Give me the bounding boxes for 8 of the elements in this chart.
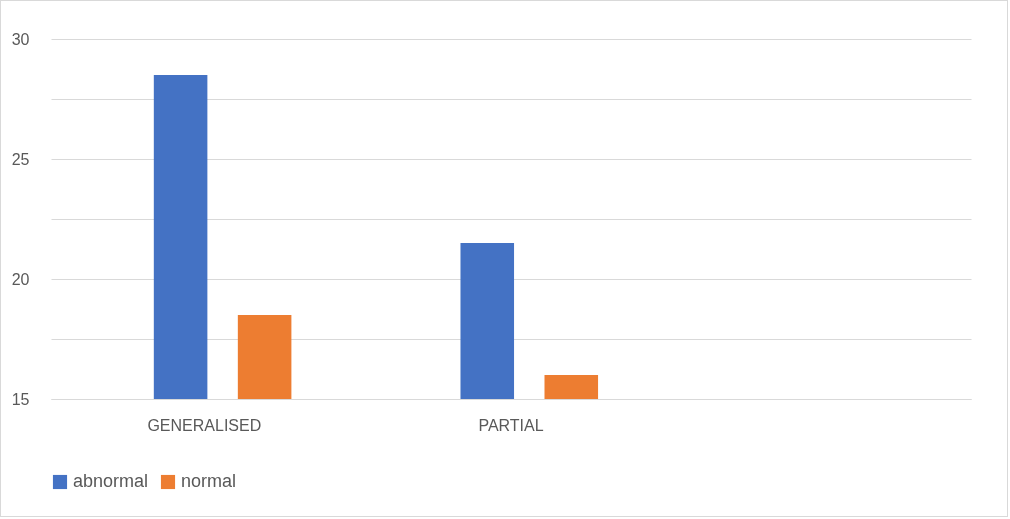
y-tick-label: 25 — [11, 150, 30, 168]
legend-label: abnormal — [73, 471, 149, 491]
y-tick-label: 30 — [11, 30, 30, 48]
legend-label: normal — [181, 471, 237, 491]
x-tick-label: PARTIAL — [478, 416, 544, 434]
y-tick-label: 20 — [11, 270, 30, 288]
x-tick-label: GENERALISED — [147, 416, 262, 434]
y-tick-label: 15 — [11, 390, 30, 408]
